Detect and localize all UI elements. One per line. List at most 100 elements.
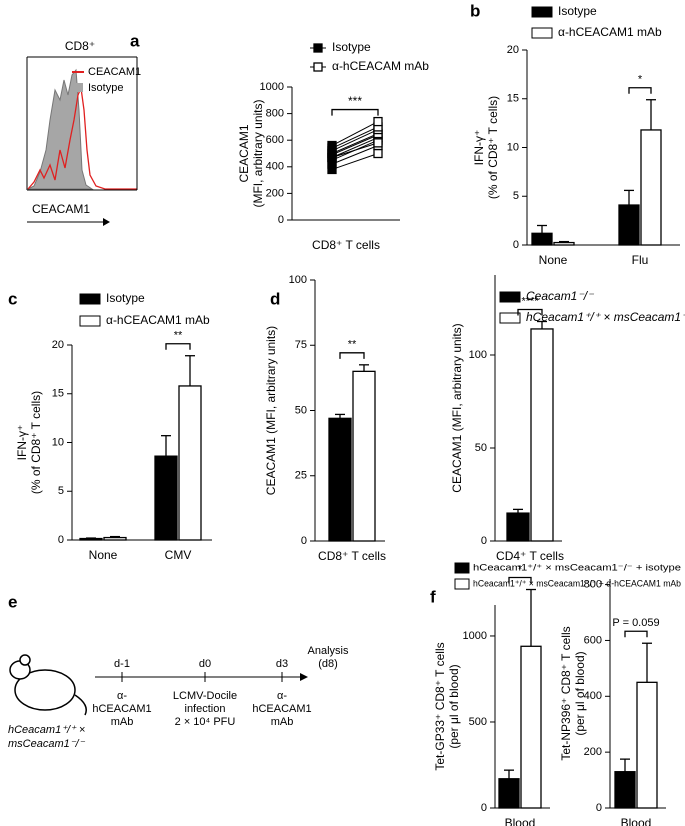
panel-label: d (270, 289, 280, 308)
step-label: hCEACAM1 (92, 703, 151, 715)
legend-swatch (531, 6, 553, 18)
bar (636, 681, 658, 809)
arrow-head (103, 218, 110, 226)
y-tick-label: 800 (584, 578, 602, 590)
legend-swatch (454, 562, 470, 574)
y-axis-label: CEACAM1 (MFI, arbitrary units) (264, 326, 278, 495)
y-axis-label: Tet-NP396⁺ CD8⁺ T cells (559, 626, 573, 760)
y-axis-label: IFN-γ⁺ (15, 425, 29, 461)
y-tick-label: 1000 (260, 81, 284, 93)
y-tick-label: 0 (481, 535, 487, 547)
point (373, 138, 383, 148)
x-tick-label: Blood (505, 816, 536, 826)
point (327, 152, 337, 163)
x-tick-label: CMV (165, 548, 192, 562)
significance-bracket (508, 576, 532, 584)
y-tick-label: 600 (584, 634, 602, 646)
mouse-body (14, 669, 76, 711)
ceacam1-histogram (27, 85, 137, 190)
legend-swatch (313, 43, 323, 53)
y-axis-label: CEACAM1 (MFI, arbitrary units) (450, 323, 464, 492)
y-tick-label: 0 (58, 534, 64, 546)
y-tick-label: 0 (513, 239, 519, 251)
histogram: CD8⁺ CEACAM1 Isotype CEACAM1 (26, 39, 141, 226)
pair-line (331, 142, 379, 158)
pair-line (331, 133, 379, 154)
arrow-head (300, 673, 308, 681)
significance-bracket (628, 87, 652, 94)
significance-bracket (339, 352, 365, 359)
bar (531, 232, 553, 246)
y-axis-label: (% of CD8⁺ T cells) (486, 96, 500, 199)
legend-swatch (72, 83, 83, 92)
significance-bracket (165, 343, 191, 350)
step-label: α- (277, 690, 287, 702)
legend-label: hCeacam1⁺/⁺ × msCeacam1⁻/⁻ (526, 310, 685, 324)
bar (328, 417, 352, 542)
y-axis-label: (per μl of blood) (573, 651, 587, 735)
y-tick-label: 400 (584, 690, 602, 702)
legend-label: hCeacam1⁺/⁺ × msCeacam1⁻/⁻ + isotype (473, 562, 681, 572)
step-label: infection (185, 703, 226, 715)
y-tick-label: 100 (289, 274, 307, 286)
annotation: ** (174, 330, 183, 342)
pair-line (331, 137, 379, 158)
bar (640, 129, 662, 246)
diagram: hCeacam1⁺/⁺ × msCeacam1⁻/⁻ d-1 d0 d3 α- … (8, 645, 349, 750)
bar (553, 241, 575, 246)
pair-line (331, 126, 379, 149)
pair-line (331, 145, 379, 165)
day-label: d-1 (114, 658, 130, 670)
pair-line (331, 121, 379, 146)
legend-label: CEACAM1 (88, 66, 141, 78)
legend-label: Isotype (88, 82, 123, 94)
x-tick-label: Flu (632, 253, 649, 267)
y-tick-label: 0 (301, 535, 307, 547)
y-tick-label: 50 (475, 442, 487, 454)
y-axis-label: IFN-γ⁺ (472, 130, 486, 166)
legend-swatch (454, 578, 470, 590)
isotype-histogram (27, 68, 94, 190)
step-label: hCEACAM1 (252, 703, 311, 715)
mouse-ear (19, 654, 31, 666)
y-tick-label: 5 (58, 485, 64, 497)
legend-label: Isotype (332, 40, 371, 54)
panel-label: f (430, 587, 436, 606)
y-axis-label: (per μl of blood) (447, 664, 461, 748)
panel-label: a (130, 31, 140, 50)
x-tick-label: CD4⁺ T cells (496, 549, 564, 563)
y-tick-label: 1000 (463, 630, 487, 642)
y-axis-label: (% of CD8⁺ T cells) (29, 391, 43, 494)
legend-label: hCeacam1⁺/⁺ × msCeacam1⁻/⁻ + α-hCEACAM1 … (473, 578, 681, 588)
point (373, 116, 383, 127)
y-tick-label: 10 (52, 436, 64, 448)
y-tick-label: 25 (295, 470, 307, 482)
pair-line (331, 129, 379, 152)
point (327, 140, 337, 151)
histogram-title: CD8⁺ (65, 39, 95, 53)
y-tick-label: 20 (52, 339, 64, 351)
end-label: (d8) (318, 658, 338, 670)
legend-swatch (79, 315, 101, 327)
bar (506, 512, 530, 542)
annotation: * (638, 74, 643, 86)
annotation: **** (521, 295, 539, 307)
y-tick-label: 200 (584, 746, 602, 758)
legend-swatch (79, 293, 101, 305)
y-tick-label: 50 (295, 404, 307, 416)
legend-swatch (313, 62, 323, 72)
legend-swatch (499, 312, 521, 324)
legend-label: α-hCEACAM1 mAb (106, 313, 210, 327)
bar (614, 771, 636, 809)
bar (520, 645, 542, 809)
step-label: mAb (111, 716, 134, 728)
end-label: Analysis (308, 645, 349, 657)
day-label: d0 (199, 658, 211, 670)
x-tick-label: Blood (621, 816, 652, 826)
significance-bracket (331, 108, 379, 116)
x-axis-label: CD8⁺ T cells (312, 238, 380, 252)
bar (352, 370, 376, 542)
mouse-label: hCeacam1⁺/⁺ × (8, 724, 85, 736)
mouse-label: msCeacam1⁻/⁻ (8, 738, 86, 750)
bar (79, 537, 103, 541)
